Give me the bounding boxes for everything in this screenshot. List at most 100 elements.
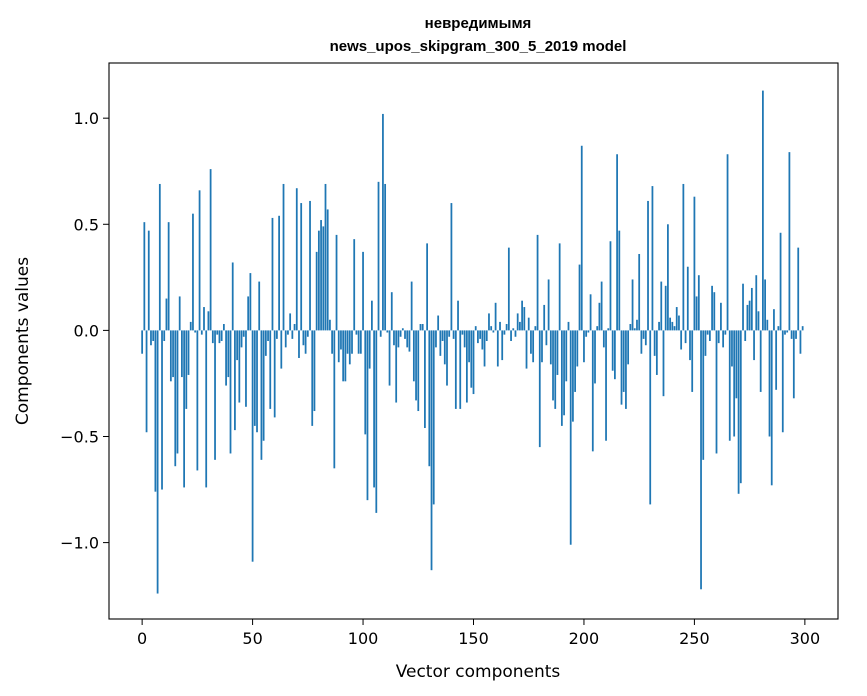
bar-65 — [284, 330, 287, 348]
bar-169 — [514, 330, 517, 337]
bar-53 — [258, 281, 261, 331]
bar-219 — [625, 330, 627, 409]
x-tick-label: 250 — [679, 629, 710, 648]
bar-170 — [516, 313, 519, 331]
bar-240 — [671, 321, 674, 331]
x-tick-label: 150 — [458, 629, 489, 648]
bar-220 — [627, 330, 630, 365]
bar-198 — [578, 264, 581, 331]
bar-31 — [209, 169, 212, 331]
bar-69 — [293, 324, 296, 331]
bar-54 — [260, 330, 263, 460]
x-tick-label: 0 — [137, 629, 147, 648]
bar-13 — [169, 330, 172, 382]
bar-138 — [446, 330, 448, 386]
chart-subtitle: news_upos_skipgram_300_5_2019 model — [330, 38, 627, 55]
bar-143 — [457, 300, 459, 331]
bar-277 — [753, 330, 755, 361]
bar-285 — [770, 330, 773, 486]
bar-16 — [176, 330, 179, 454]
bar-213 — [611, 330, 614, 371]
bar-179 — [536, 234, 539, 331]
bar-75 — [306, 330, 309, 337]
bar-237 — [664, 285, 667, 331]
bar-212 — [609, 241, 612, 331]
bar-228 — [644, 330, 647, 346]
bar-222 — [631, 279, 634, 331]
bar-131 — [430, 330, 433, 571]
bar-199 — [580, 145, 583, 331]
bar-188 — [556, 330, 559, 375]
bar-84 — [326, 209, 329, 331]
bar-251 — [695, 296, 698, 331]
bar-203 — [589, 294, 592, 331]
bar-61 — [276, 330, 278, 339]
bar-152 — [477, 330, 479, 344]
bar-132 — [432, 330, 435, 505]
bar-57 — [267, 330, 269, 341]
bar-256 — [706, 330, 709, 335]
bars-group — [141, 90, 804, 594]
bar-295 — [792, 330, 795, 399]
bar-88 — [335, 234, 338, 331]
bar-224 — [636, 319, 638, 331]
bar-234 — [658, 321, 660, 331]
bar-139 — [448, 330, 451, 337]
bar-92 — [344, 330, 347, 382]
bar-102 — [366, 330, 369, 501]
bar-4 — [150, 330, 152, 346]
bar-25 — [196, 330, 199, 471]
bar-229 — [647, 200, 649, 331]
bar-121 — [408, 330, 411, 352]
bar-259 — [713, 292, 716, 331]
bar-56 — [264, 330, 267, 356]
bar-14 — [172, 330, 174, 378]
bar-15 — [174, 330, 177, 467]
bar-206 — [596, 326, 599, 331]
bar-27 — [200, 330, 203, 335]
bar-108 — [379, 330, 382, 337]
bar-180 — [538, 330, 541, 448]
bar-77 — [311, 330, 314, 426]
bar-232 — [653, 330, 656, 356]
bar-292 — [786, 330, 789, 333]
bar-0 — [141, 330, 144, 354]
bar-252 — [697, 275, 700, 331]
bar-270 — [737, 330, 740, 494]
bar-63 — [280, 330, 283, 369]
y-tick-label: −1.0 — [60, 534, 99, 553]
bar-24 — [194, 330, 197, 333]
bar-18 — [181, 330, 183, 378]
bar-7 — [156, 330, 159, 594]
bar-80 — [317, 230, 320, 331]
bar-218 — [622, 330, 625, 392]
bar-223 — [633, 328, 636, 331]
bar-72 — [300, 203, 303, 331]
bar-74 — [304, 330, 307, 354]
bar-79 — [315, 251, 318, 331]
bar-161 — [496, 330, 499, 367]
bar-130 — [428, 330, 431, 467]
bar-186 — [552, 330, 554, 401]
bar-194 — [569, 330, 572, 545]
bar-297 — [797, 247, 800, 331]
bar-171 — [519, 321, 521, 331]
bar-147 — [465, 330, 468, 403]
bar-127 — [421, 324, 424, 331]
bar-52 — [256, 330, 258, 433]
bar-70 — [295, 188, 298, 331]
bar-87 — [333, 330, 336, 469]
bar-226 — [640, 330, 643, 354]
bar-36 — [220, 330, 223, 341]
bar-284 — [768, 330, 771, 437]
bar-181 — [541, 330, 543, 363]
bar-192 — [565, 330, 568, 382]
bar-253 — [700, 330, 702, 590]
bar-246 — [684, 330, 687, 344]
bar-82 — [322, 226, 325, 331]
bar-244 — [680, 330, 683, 350]
bar-39 — [227, 330, 230, 378]
bar-19 — [183, 330, 185, 488]
bar-119 — [404, 330, 406, 339]
bar-106 — [375, 330, 378, 513]
